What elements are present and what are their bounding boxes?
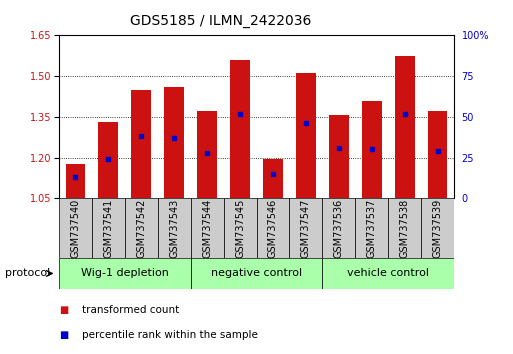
Text: GSM737538: GSM737538 <box>400 199 409 258</box>
Text: GSM737542: GSM737542 <box>136 199 146 258</box>
Text: GSM737543: GSM737543 <box>169 199 179 258</box>
Bar <box>388 198 421 258</box>
Bar <box>394 56 415 198</box>
Bar <box>322 198 355 258</box>
Text: GSM737540: GSM737540 <box>70 199 81 258</box>
Bar <box>421 198 454 258</box>
Text: GSM737539: GSM737539 <box>432 199 443 258</box>
Bar <box>362 101 382 198</box>
Bar <box>322 258 454 289</box>
Text: protocol: protocol <box>5 268 50 279</box>
Bar <box>66 164 85 198</box>
Text: percentile rank within the sample: percentile rank within the sample <box>82 330 258 339</box>
Text: GDS5185 / ILMN_2422036: GDS5185 / ILMN_2422036 <box>130 14 311 28</box>
Bar <box>230 60 250 198</box>
Bar <box>296 73 315 198</box>
Bar <box>164 87 184 198</box>
Bar <box>59 198 92 258</box>
Bar <box>224 198 256 258</box>
Bar <box>158 198 191 258</box>
Text: GSM737545: GSM737545 <box>235 199 245 258</box>
Bar <box>197 112 217 198</box>
Bar <box>125 198 158 258</box>
Text: GSM737536: GSM737536 <box>334 199 344 258</box>
Bar <box>263 159 283 198</box>
Bar <box>256 198 289 258</box>
Bar <box>329 115 349 198</box>
Text: vehicle control: vehicle control <box>347 268 429 279</box>
Bar <box>92 198 125 258</box>
Bar <box>131 90 151 198</box>
Text: GSM737541: GSM737541 <box>104 199 113 258</box>
Bar <box>59 258 191 289</box>
Bar <box>289 198 322 258</box>
Text: GSM737547: GSM737547 <box>301 199 311 258</box>
Bar <box>355 198 388 258</box>
Text: ■: ■ <box>59 305 68 315</box>
Text: negative control: negative control <box>211 268 302 279</box>
Text: GSM737544: GSM737544 <box>202 199 212 258</box>
Bar <box>191 258 322 289</box>
Text: transformed count: transformed count <box>82 305 180 315</box>
Bar <box>98 122 118 198</box>
Text: Wig-1 depletion: Wig-1 depletion <box>81 268 169 279</box>
Text: ■: ■ <box>59 330 68 339</box>
Text: GSM737546: GSM737546 <box>268 199 278 258</box>
Bar <box>428 112 447 198</box>
Text: GSM737537: GSM737537 <box>367 199 377 258</box>
Bar <box>191 198 224 258</box>
